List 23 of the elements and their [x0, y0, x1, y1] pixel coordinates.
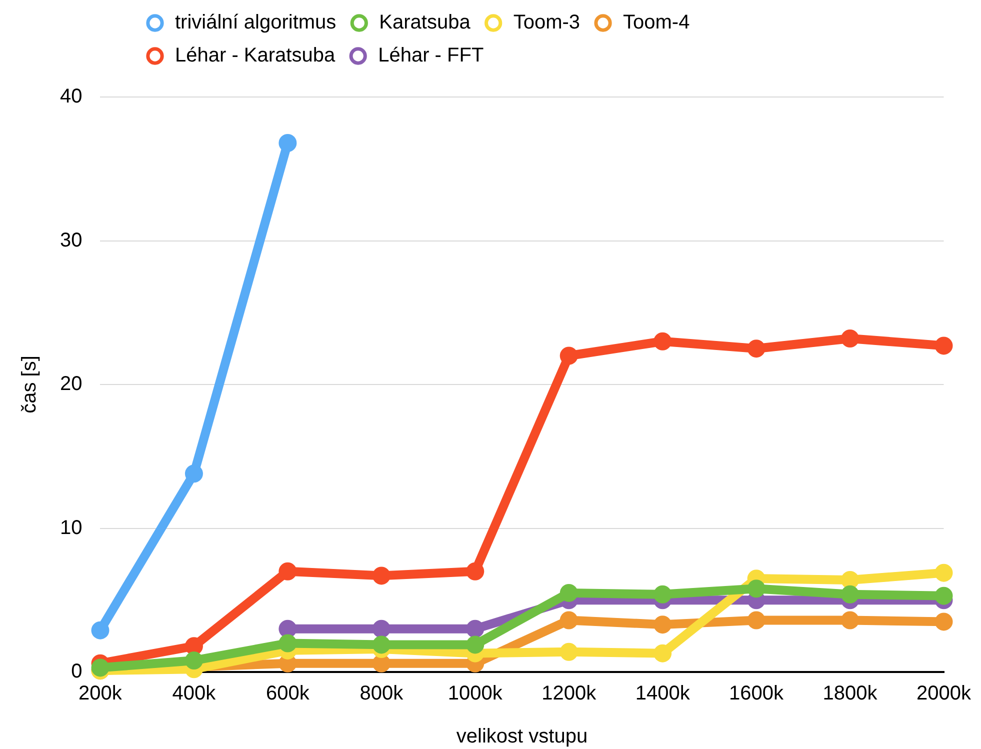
x-tick-label: 200k — [78, 682, 123, 705]
y-tick-label: 20 — [60, 373, 82, 396]
y-tick-label: 0 — [71, 660, 82, 683]
x-tick-label: 2000k — [916, 682, 972, 705]
x-tick-label: 1200k — [542, 682, 598, 705]
legend-label: Toom-3 — [513, 12, 580, 34]
x-tick-label: 1400k — [635, 682, 691, 705]
legend-label: Léhar - Karatsuba — [175, 44, 336, 67]
legend-label: Karatsuba — [379, 12, 472, 34]
x-tick-label: 800k — [360, 682, 404, 705]
x-tick-label: 1600k — [729, 682, 785, 705]
x-tick-label: 600k — [266, 682, 310, 705]
legend-label: Léhar - FFT — [378, 44, 484, 67]
y-tick-label: 30 — [60, 229, 82, 252]
x-axis-title: velikost vstupu — [456, 726, 588, 748]
y-axis-title: čas [s] — [18, 356, 41, 414]
legend-label: triviální algoritmus — [175, 12, 336, 34]
x-tick-label: 1800k — [822, 682, 878, 705]
x-tick-label: 1000k — [448, 682, 504, 705]
y-tick-label: 40 — [60, 86, 82, 108]
x-tick-label: 400k — [172, 682, 217, 705]
legend-label: Toom-4 — [623, 12, 690, 34]
y-tick-label: 10 — [60, 516, 82, 539]
